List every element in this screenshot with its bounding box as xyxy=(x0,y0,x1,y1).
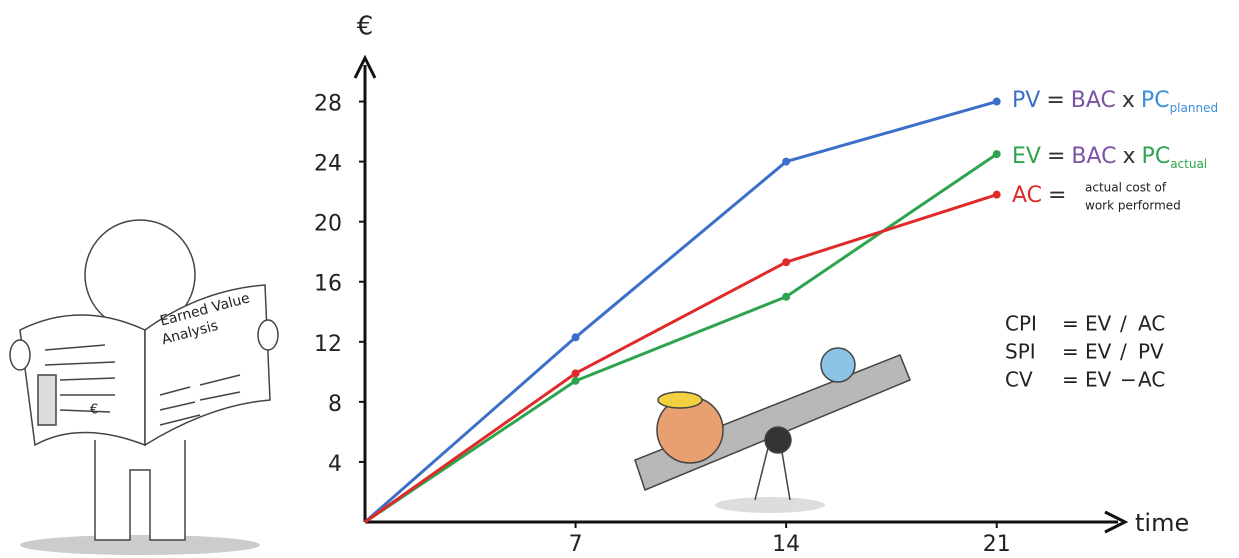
legend-name: AC xyxy=(1012,183,1042,208)
legend-formula-part: BAC xyxy=(1071,88,1116,113)
legend-formula-part: x xyxy=(1122,88,1135,113)
legend-formula-part: planned xyxy=(1170,101,1219,115)
series-point xyxy=(782,258,790,266)
index-formula-part: = xyxy=(1062,340,1079,364)
index-formula-part: AC xyxy=(1138,368,1165,392)
index-formula-part: / xyxy=(1120,312,1127,336)
legend-formula-part: = xyxy=(1046,88,1064,113)
y-axis-label: € xyxy=(357,12,374,42)
index-formula-part: CPI xyxy=(1005,312,1037,336)
series-point xyxy=(993,98,1001,106)
legend-formula-part: = xyxy=(1048,183,1066,208)
legend-formula-part: x xyxy=(1123,144,1136,169)
legend-formula-part: actual xyxy=(1170,157,1207,171)
index-formula-part: EV xyxy=(1085,340,1112,364)
legend-name: EV xyxy=(1012,144,1041,169)
index-formula-part: EV xyxy=(1085,368,1112,392)
y-tick-label: 20 xyxy=(314,212,342,237)
index-formula-part: EV xyxy=(1085,312,1112,336)
index-formula-part: = xyxy=(1062,368,1079,392)
y-tick-label: 8 xyxy=(328,392,342,417)
index-formula-part: = xyxy=(1062,312,1079,336)
legend-formula-part: = xyxy=(1047,144,1065,169)
x-tick-label: 14 xyxy=(772,532,800,557)
series-point xyxy=(572,377,580,385)
index-formula-part: SPI xyxy=(1005,340,1036,364)
legend-name: PV xyxy=(1012,88,1040,113)
legend-entry: AC= xyxy=(1012,183,1066,208)
series-point xyxy=(572,369,580,377)
legend-note: work performed xyxy=(1085,199,1181,213)
series-point xyxy=(782,293,790,301)
legend-formula-part: PC xyxy=(1141,88,1170,113)
y-tick-label: 4 xyxy=(328,452,342,477)
index-formula-part: AC xyxy=(1138,312,1165,336)
seesaw-illustration xyxy=(635,348,910,513)
legend-formula-part: PC xyxy=(1142,144,1171,169)
x-tick-label: 21 xyxy=(983,532,1011,557)
index-formula-part: − xyxy=(1120,368,1137,392)
y-tick-label: 16 xyxy=(314,272,342,297)
index-formula-part: CV xyxy=(1005,368,1033,392)
x-axis-label: time xyxy=(1135,509,1189,537)
y-tick-label: 28 xyxy=(314,92,342,117)
legend-formula-part: BAC xyxy=(1071,144,1116,169)
index-formula-part: PV xyxy=(1138,340,1164,364)
reader-illustration xyxy=(10,220,278,555)
series-point xyxy=(572,333,580,341)
series-point xyxy=(993,150,1001,158)
x-tick-label: 7 xyxy=(569,532,583,557)
legend-note: actual cost of xyxy=(1085,181,1167,195)
chart: Earned Value Analysis € € time 481216202… xyxy=(0,0,1239,558)
axes xyxy=(355,58,1125,532)
index-formula-part: / xyxy=(1120,340,1127,364)
series-point xyxy=(782,158,790,166)
y-tick-label: 12 xyxy=(314,332,342,357)
y-tick-label: 24 xyxy=(314,152,342,177)
illustration-text: € xyxy=(90,403,98,418)
series-point xyxy=(993,191,1001,199)
